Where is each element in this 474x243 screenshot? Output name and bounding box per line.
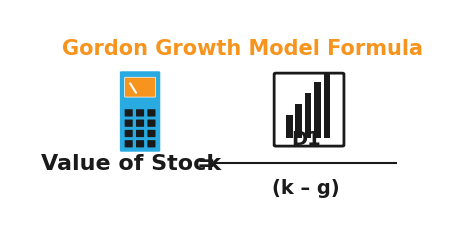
FancyBboxPatch shape [125,130,133,137]
Bar [305,93,311,138]
Bar [324,74,330,138]
Bar [286,115,293,138]
FancyBboxPatch shape [136,120,144,127]
FancyBboxPatch shape [125,77,155,97]
FancyBboxPatch shape [274,73,344,146]
FancyBboxPatch shape [136,140,144,148]
Bar [295,104,302,138]
Text: (k – g): (k – g) [273,179,340,198]
FancyBboxPatch shape [147,109,155,117]
Text: Gordon Growth Model Formula: Gordon Growth Model Formula [63,38,423,59]
Bar [314,82,321,138]
FancyBboxPatch shape [125,140,133,148]
FancyBboxPatch shape [147,140,155,148]
FancyBboxPatch shape [147,130,155,137]
FancyBboxPatch shape [125,120,133,127]
Text: Value of Stock: Value of Stock [41,154,221,174]
FancyBboxPatch shape [125,109,133,117]
FancyBboxPatch shape [136,109,144,117]
Text: =: = [197,154,216,174]
FancyBboxPatch shape [147,120,155,127]
Text: D1: D1 [292,130,321,149]
FancyBboxPatch shape [120,71,160,152]
FancyBboxPatch shape [136,130,144,137]
